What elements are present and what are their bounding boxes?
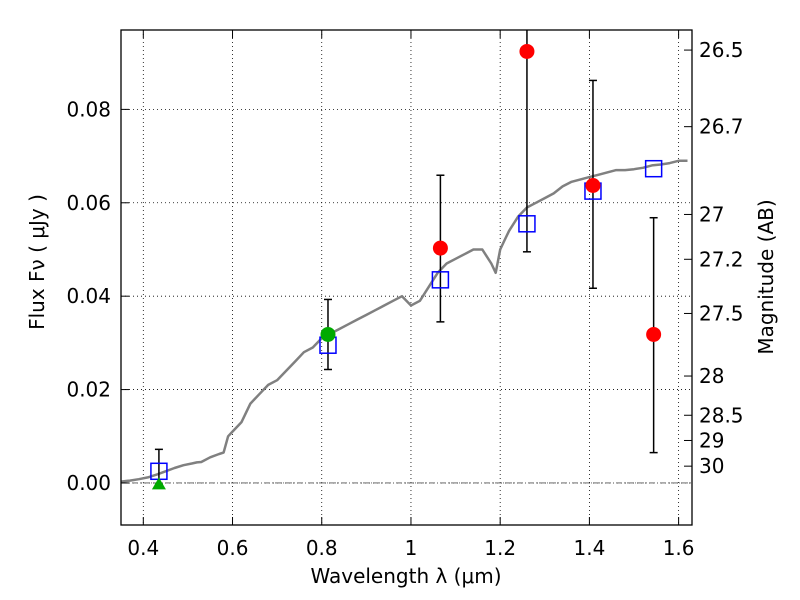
upper-limit-triangle	[151, 477, 166, 490]
right-tick-label: 30	[699, 454, 724, 478]
x-tick-label: 0.8	[306, 536, 338, 560]
y-tick-label: 0.06	[66, 191, 111, 215]
observed-flux-point	[432, 240, 448, 256]
plot-frame	[120, 29, 693, 526]
model-curve	[120, 159, 688, 483]
right-tick-label: 29	[699, 428, 724, 452]
y-axis-label-right: Magnitude (AB)	[754, 199, 778, 354]
x-tick-label: 1.2	[484, 536, 516, 560]
x-tick-label: 0.4	[127, 536, 159, 560]
model-spectrum-line	[120, 159, 688, 483]
right-tick-label: 27	[699, 202, 724, 226]
y-axis-ticks: 0.00 0.02 0.04 0.06 0.08	[66, 97, 129, 495]
observed-flux-point	[646, 326, 662, 342]
error-bars	[154, 30, 658, 486]
x-axis-label: Wavelength λ (μm)	[310, 564, 501, 588]
green-flux-point	[320, 326, 336, 342]
right-tick-label: 26.7	[699, 115, 744, 139]
x-tick-label: 1.4	[573, 536, 605, 560]
right-tick-label: 27.2	[699, 247, 744, 271]
x-axis-ticks: 0.4 0.6 0.8 1 1.2 1.4 1.6	[127, 30, 695, 560]
model-photometry-square	[644, 159, 663, 178]
right-tick-label: 28	[699, 364, 724, 388]
y-tick-label: 0.00	[66, 471, 111, 495]
x-tick-label: 1.6	[663, 536, 695, 560]
right-tick-label: 28.5	[699, 403, 744, 427]
model-photometry-square	[518, 215, 536, 233]
observed-flux-point	[585, 178, 601, 194]
y-axis-label-left: Flux Fν ( μJy )	[25, 194, 49, 330]
data-markers	[150, 43, 663, 490]
x-tick-label: 1	[405, 536, 418, 560]
y-tick-label: 0.02	[66, 378, 111, 402]
y-tick-label: 0.04	[66, 284, 111, 308]
y-tick-label: 0.08	[66, 97, 111, 121]
right-tick-label: 26.5	[699, 38, 744, 62]
x-tick-label: 0.6	[217, 536, 249, 560]
model-photometry-square	[431, 271, 450, 289]
right-tick-label: 27.5	[699, 301, 744, 325]
observed-flux-point	[519, 43, 535, 59]
grid-lines	[121, 30, 692, 525]
